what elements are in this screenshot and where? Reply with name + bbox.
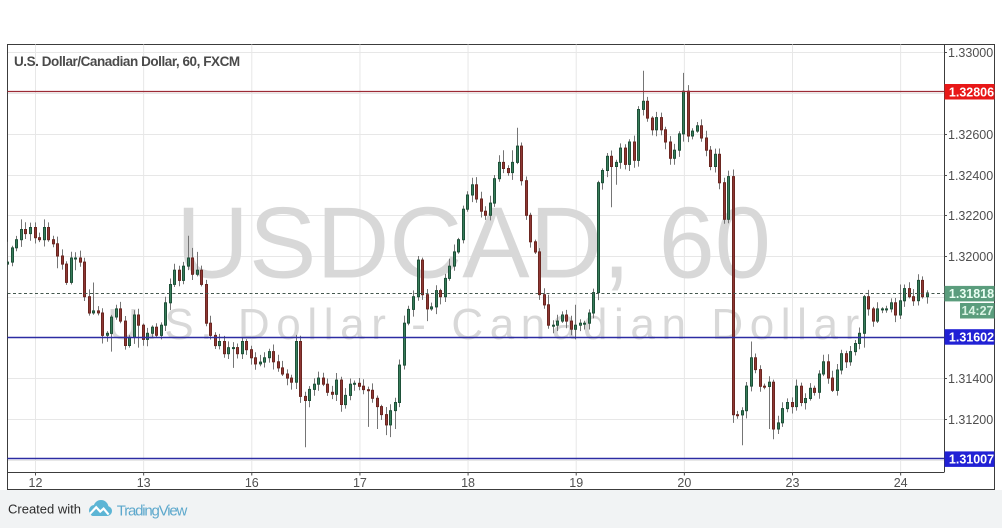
svg-text:1.31007: 1.31007 xyxy=(949,453,994,467)
svg-text:Created with: Created with xyxy=(8,502,81,517)
svg-text:U.S. Dollar/Canadian Dollar, 6: U.S. Dollar/Canadian Dollar, 60, FXCM xyxy=(14,54,240,69)
svg-text:1.31818: 1.31818 xyxy=(949,287,994,301)
svg-text:13: 13 xyxy=(137,476,151,490)
svg-text:1.31602: 1.31602 xyxy=(949,331,994,345)
svg-text:19: 19 xyxy=(569,476,583,490)
svg-text:1.31200: 1.31200 xyxy=(948,413,993,427)
svg-text:17: 17 xyxy=(353,476,367,490)
svg-text:TradingView: TradingView xyxy=(117,503,188,520)
svg-text:1.31400: 1.31400 xyxy=(948,372,993,386)
svg-text:14:27: 14:27 xyxy=(962,304,994,318)
svg-text:1.32200: 1.32200 xyxy=(948,209,993,223)
svg-text:1.32600: 1.32600 xyxy=(948,128,993,142)
svg-text:20: 20 xyxy=(677,476,691,490)
svg-text:1.32000: 1.32000 xyxy=(948,250,993,264)
svg-text:12: 12 xyxy=(29,476,43,490)
svg-text:16: 16 xyxy=(245,476,259,490)
svg-text:1.32806: 1.32806 xyxy=(949,85,994,99)
svg-text:24: 24 xyxy=(894,476,908,490)
svg-text:1.32400: 1.32400 xyxy=(948,169,993,183)
svg-text:USDCAD, 60: USDCAD, 60 xyxy=(176,188,771,300)
svg-text:1.33000: 1.33000 xyxy=(948,46,993,60)
svg-text:18: 18 xyxy=(461,476,475,490)
svg-text:23: 23 xyxy=(786,476,800,490)
